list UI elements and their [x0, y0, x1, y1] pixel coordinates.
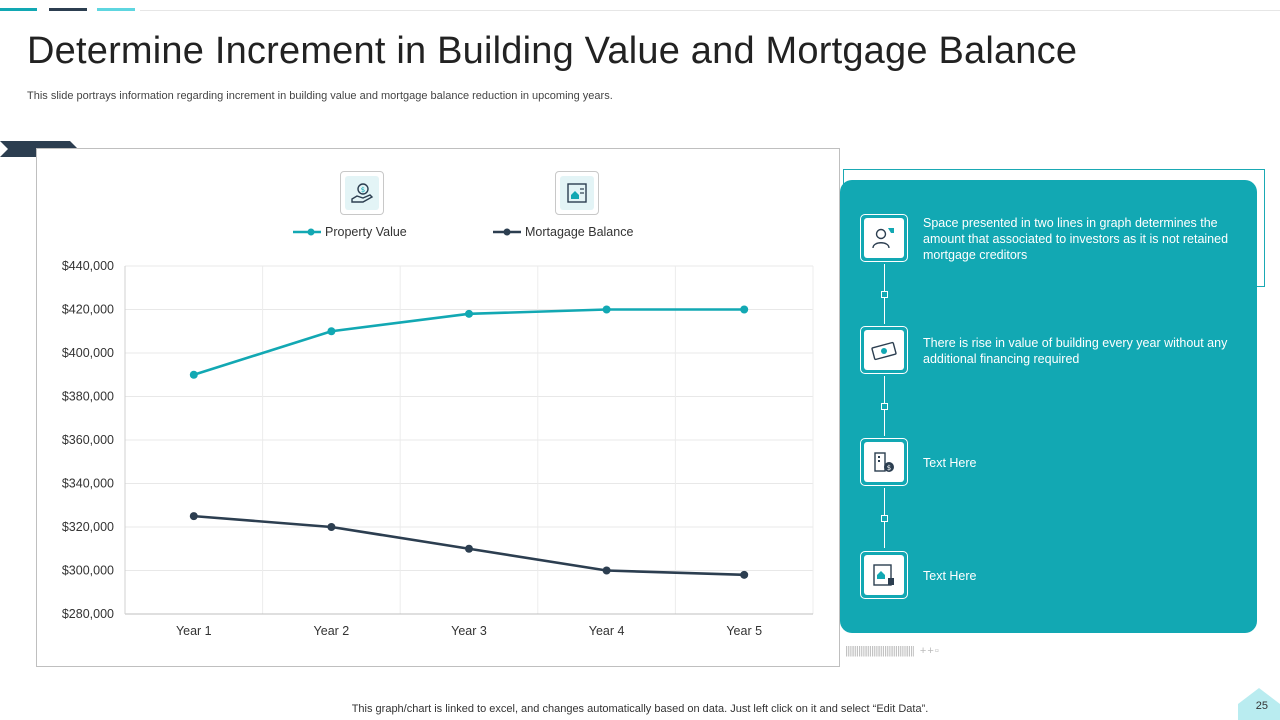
data-point	[465, 544, 473, 553]
step-text-3: Text Here	[923, 456, 977, 470]
step-text-4: Text Here	[923, 569, 977, 583]
data-point	[740, 305, 749, 314]
money-hand-icon: $	[340, 171, 384, 215]
connector-node	[881, 291, 888, 298]
x-tick-label: Year 1	[176, 624, 212, 638]
svg-text:$: $	[361, 186, 365, 194]
corner-house-icon	[1238, 688, 1280, 720]
y-tick-label: $420,000	[62, 303, 114, 317]
legend-property-value: Property Value	[293, 225, 407, 239]
accent-bar-2	[49, 8, 87, 11]
data-point	[602, 305, 611, 314]
step-text-1: Space presented in two lines in graph de…	[923, 216, 1229, 262]
data-point	[740, 570, 749, 579]
legend-label: Mortagage Balance	[525, 225, 634, 239]
data-point	[189, 370, 198, 379]
step-text-2: There is rise in value of building every…	[923, 336, 1228, 366]
y-tick-label: $360,000	[62, 433, 114, 447]
legend-line-navy-icon	[493, 228, 521, 236]
connector-node	[881, 515, 888, 522]
house-document-icon	[555, 171, 599, 215]
connector-node	[881, 403, 888, 410]
series-line-1	[193, 308, 745, 376]
y-tick-label: $400,000	[62, 346, 114, 360]
data-point	[327, 327, 336, 336]
data-point	[465, 309, 473, 318]
y-tick-label: $300,000	[62, 564, 114, 578]
data-point	[602, 566, 611, 575]
page-subtitle: This slide portrays information regardin…	[27, 90, 613, 102]
data-point	[189, 512, 198, 521]
property-document-icon	[860, 551, 908, 599]
line-chart[interactable]: $440,000 $420,000 $400,000 $380,000 $360,000…	[37, 149, 839, 666]
accent-bar-3	[97, 8, 135, 11]
footer-note: This graph/chart is linked to excel, and…	[351, 703, 929, 715]
accent-bar-1	[0, 8, 37, 11]
svg-text:$: $	[887, 464, 891, 472]
money-bill-icon	[860, 326, 908, 374]
investor-icon	[860, 214, 908, 262]
page-number: 25	[1255, 700, 1268, 712]
header-rule	[140, 10, 1280, 11]
page-title: Determine Increment in Building Value an…	[27, 30, 1078, 72]
x-tick-label: Year 5	[726, 624, 762, 638]
y-tick-label: $440,000	[62, 259, 114, 273]
y-tick-label: $380,000	[62, 390, 114, 404]
x-tick-label: Year 3	[451, 624, 487, 638]
y-tick-label: $340,000	[62, 477, 114, 491]
x-tick-label: Year 4	[589, 624, 625, 638]
info-panel: Space presented in two lines in graph de…	[840, 180, 1257, 633]
legend-mortgage-balance: Mortagage Balance	[493, 225, 633, 239]
legend-line-teal-icon	[293, 228, 321, 236]
building-dollar-icon: $	[860, 438, 908, 486]
y-tick-label: $280,000	[62, 607, 114, 621]
chart-container[interactable]: $440,000 $420,000 $400,000 $380,000 $360,000…	[36, 148, 840, 667]
x-tick-label: Year 2	[314, 624, 350, 638]
legend-label: Property Value	[325, 225, 407, 239]
data-point	[327, 523, 336, 531]
decorative-ticks: ||||||||||||||||||||||||||||||||||||| + …	[845, 645, 939, 657]
y-tick-label: $320,000	[62, 520, 114, 534]
